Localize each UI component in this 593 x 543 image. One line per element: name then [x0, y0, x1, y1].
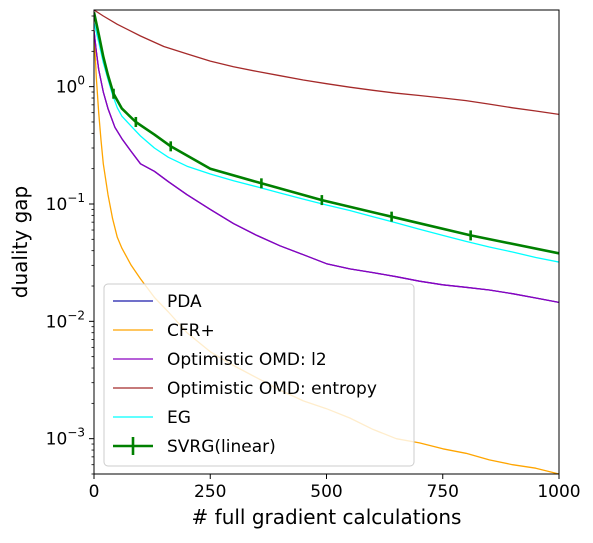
legend-label-pda: PDA	[167, 292, 202, 312]
series-line-eg	[94, 22, 559, 263]
y-tick-label: 100	[56, 74, 85, 98]
legend-label-optimistic-omd-entropy: Optimistic OMD: entropy	[167, 379, 377, 399]
legend: PDA CFR+ Optimistic OMD: l2 Optimistic OMD:…	[103, 283, 415, 467]
x-tick-label: 1000	[537, 482, 580, 502]
legend-label-cfr: CFR+	[167, 321, 215, 341]
legend-label-optimistic-omd-l2: Optimistic OMD: l2	[167, 350, 327, 370]
y-tick-label: 10−2	[46, 308, 85, 332]
series-line-pda	[94, 30, 559, 304]
y-tick-label: 10−3	[46, 426, 85, 450]
x-tick-label: 750	[427, 482, 459, 502]
series-line-optimistic-omd-entropy	[94, 10, 559, 116]
x-axis-label: # full gradient calculations	[192, 505, 462, 529]
x-tick-label: 250	[194, 482, 226, 502]
series-line-optimistic-omd-l2	[94, 30, 559, 304]
y-axis-label: duality gap	[8, 186, 32, 298]
legend-label-svrg-linear: SVRG(linear)	[167, 437, 276, 457]
legend-label-eg: EG	[167, 408, 191, 428]
y-tick-label: 10−1	[46, 191, 85, 215]
legend-box	[103, 283, 415, 467]
x-tick-label: 500	[310, 482, 342, 502]
x-tick-label: 0	[89, 482, 100, 502]
series-line-svrg-linear	[94, 12, 559, 255]
axis-ticks: 0 250 500 750 1000 10−3 10−2 10−1 100	[46, 15, 581, 502]
series-layer	[94, 10, 559, 474]
